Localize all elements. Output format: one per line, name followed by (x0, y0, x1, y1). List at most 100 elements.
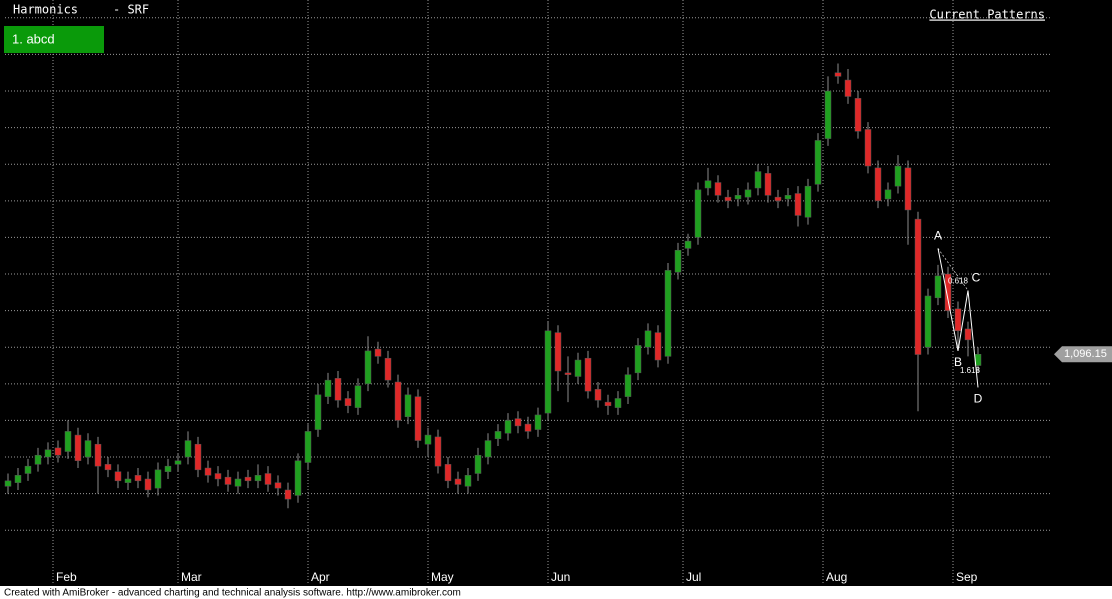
x-tick-label: Jun (551, 570, 570, 584)
candle-body (574, 359, 582, 377)
candle-body (644, 330, 652, 348)
candle-body (514, 418, 522, 427)
candle-body (614, 398, 622, 408)
candle-body (864, 129, 872, 167)
candle-body (84, 440, 92, 458)
candle-body (324, 379, 332, 397)
candle-body (394, 381, 402, 421)
pattern-point-label: B (954, 355, 962, 369)
candle-body (44, 449, 52, 458)
candle-body (384, 357, 392, 381)
pattern-ratio: 1.618 (960, 366, 981, 375)
candle-body (634, 345, 642, 374)
candle-body (934, 275, 942, 299)
candle-body (334, 378, 342, 401)
candle-body (104, 464, 112, 471)
candle-body (74, 434, 82, 461)
symbol: - SRF (113, 3, 149, 17)
candle-body (844, 79, 852, 97)
candle-body (694, 189, 702, 238)
candle-body (14, 475, 22, 483)
candle-body (174, 460, 182, 465)
candle-body (304, 431, 312, 463)
candle-body (874, 167, 882, 202)
candle-body (684, 240, 692, 249)
candle-body (484, 440, 492, 458)
x-tick-label: Apr (311, 570, 330, 584)
candle-body (794, 193, 802, 216)
candle-body (254, 475, 262, 482)
candle-body (774, 196, 782, 202)
pattern-ratio: 0.618 (948, 276, 969, 285)
candle-body (944, 273, 952, 311)
pattern-point-label: D (974, 392, 983, 406)
candle-body (364, 350, 372, 385)
candle-body (114, 471, 122, 482)
x-tick-label: Sep (956, 570, 978, 584)
x-tick-label: Aug (826, 570, 847, 584)
candle-body (664, 270, 672, 357)
candle-body (554, 332, 562, 372)
candle-body (264, 473, 272, 485)
candle-body (164, 465, 172, 472)
candle-body (534, 414, 542, 430)
candle-body (344, 398, 352, 407)
candle-body (454, 478, 462, 485)
candle-body (714, 182, 722, 196)
candle-body (374, 348, 382, 357)
candle-body (834, 72, 842, 77)
pattern-item[interactable]: 1. abcd (12, 31, 55, 46)
candle-body (244, 476, 252, 482)
candle-body (54, 447, 62, 456)
candle-body (404, 394, 412, 418)
candle-body (814, 140, 822, 185)
plot-background (0, 0, 1112, 586)
candle-body (854, 98, 862, 132)
candle-body (414, 396, 422, 441)
x-tick-label: Mar (181, 570, 202, 584)
candle-body (464, 475, 472, 487)
candle-body (964, 328, 972, 341)
grid: Feb Mar Apr May Jun Jul Aug Sep (5, 0, 1052, 584)
candle-body (904, 167, 912, 211)
candle-body (24, 465, 32, 474)
candle-body (214, 473, 222, 480)
candle-body (654, 332, 662, 361)
candle-body (444, 464, 452, 482)
pattern-point-label: A (934, 229, 942, 243)
candle-body (284, 489, 292, 500)
overlay: A B C D 0.618 1.618 1,096.15 (934, 229, 1112, 406)
candle-body (764, 173, 772, 196)
pattern-line (937, 248, 969, 291)
candle-body (924, 295, 932, 348)
last-value-label: 1,096.15 (1064, 348, 1107, 360)
candle-body (194, 443, 202, 471)
candle-body (504, 420, 512, 434)
pattern-item-box[interactable] (4, 26, 104, 53)
candle-body (524, 423, 532, 432)
panel-label: Current Patterns (929, 8, 1045, 22)
candle-body (754, 171, 762, 189)
candle-body (704, 180, 712, 189)
candle-body (4, 480, 12, 487)
candle-body (354, 385, 362, 408)
candle-body (804, 185, 812, 218)
candle-body (594, 389, 602, 401)
footer: Created with AmiBroker - advanced charti… (4, 588, 461, 599)
x-tick-label: May (431, 570, 454, 584)
candle-body (604, 401, 612, 407)
candle-body (204, 467, 212, 476)
candle-body (274, 482, 282, 489)
candle-body (544, 330, 552, 414)
candle-body (314, 394, 322, 430)
pattern-line (937, 248, 979, 388)
candle-body (734, 195, 742, 200)
candle-body (134, 475, 142, 482)
candle-body (294, 460, 302, 496)
candle-body (234, 478, 242, 487)
candle-body (954, 308, 962, 332)
candle-body (674, 249, 682, 273)
candle-body (884, 189, 892, 200)
